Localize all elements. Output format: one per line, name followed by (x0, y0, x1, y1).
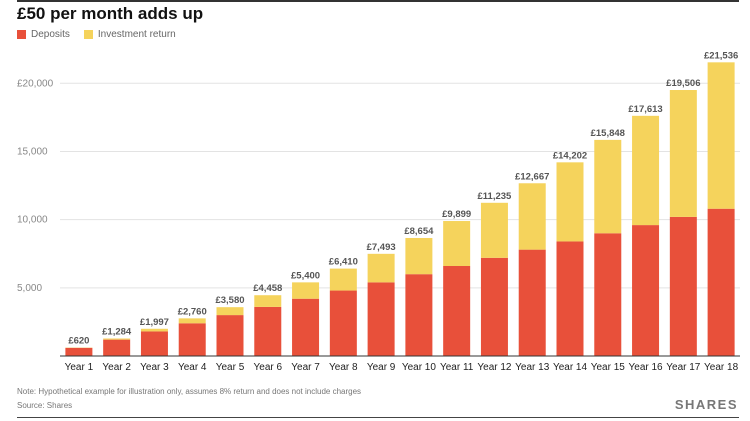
bar-investment-return (367, 253, 395, 283)
data-label: £6,410 (329, 257, 358, 268)
legend-swatch-deposits (17, 30, 26, 39)
bar-deposits (254, 306, 282, 356)
legend-swatch-investment-return (83, 30, 93, 39)
data-label: £17,613 (628, 104, 662, 115)
bar-deposits (632, 225, 660, 356)
x-tick-label: Year 12 (477, 362, 512, 373)
x-tick-label: Year 17 (666, 362, 701, 373)
x-tick-label: Year 18 (704, 362, 739, 373)
data-label: £1,997 (140, 317, 169, 328)
bar-investment-return (329, 268, 357, 291)
data-label: £7,493 (367, 242, 396, 253)
x-tick-label: Year 9 (367, 362, 396, 373)
x-tick-label: Year 1 (65, 362, 94, 373)
bar-deposits (594, 233, 622, 356)
bar-investment-return (594, 139, 622, 234)
legend-item-investment-return: Investment return (83, 29, 176, 40)
x-tick-label: Year 2 (102, 362, 131, 373)
x-tick-label: Year 16 (629, 362, 664, 373)
bar-deposits (480, 257, 508, 356)
chart-title: £50 per month adds up (17, 4, 204, 23)
data-label: £12,667 (515, 171, 549, 182)
data-label: £5,400 (291, 270, 320, 281)
y-tick-label: £20,000 (17, 78, 54, 89)
x-tick-label: Year 3 (140, 362, 169, 373)
bar-deposits (103, 339, 131, 356)
bar-investment-return (216, 307, 244, 316)
bar-deposits (518, 249, 546, 356)
footnote: Note: Hypothetical example for illustrat… (17, 387, 362, 396)
brand-logo: SHARES (674, 397, 738, 412)
data-label: £3,580 (215, 295, 244, 306)
data-label: £8,654 (404, 226, 434, 237)
legend-label-investment-return: Investment return (97, 29, 176, 40)
x-tick-label: Year 4 (178, 362, 207, 373)
bar-deposits (329, 290, 357, 356)
x-tick-label: Year 15 (591, 362, 626, 373)
data-label: £15,848 (591, 128, 625, 139)
x-tick-label: Year 11 (440, 362, 474, 373)
bar-investment-return (443, 221, 471, 266)
bar-deposits (216, 315, 244, 356)
source-line: Source: Shares (17, 401, 73, 410)
x-tick-label: Year 5 (216, 362, 245, 373)
data-label: £620 (68, 336, 89, 347)
bar-investment-return (632, 115, 660, 226)
y-tick-label: 5,000 (17, 283, 42, 294)
bar-investment-return (480, 202, 508, 258)
data-label: £4,458 (253, 283, 282, 294)
bar-deposits (405, 274, 433, 356)
legend: Deposits Investment return (17, 29, 190, 40)
bar-investment-return (178, 318, 206, 324)
bar-investment-return (669, 90, 697, 217)
x-tick-label: Year 8 (329, 362, 358, 373)
bar-deposits (292, 298, 320, 356)
bar-investment-return (707, 62, 735, 209)
data-label: £11,235 (478, 191, 513, 202)
x-tick-label: Year 13 (515, 362, 550, 373)
x-tick-label: Year 6 (254, 362, 283, 373)
bar-deposits (178, 323, 206, 356)
y-tick-label: 10,000 (17, 215, 48, 226)
data-label: £1,284 (102, 326, 132, 337)
bar-investment-return (254, 295, 282, 307)
bar-deposits (707, 208, 735, 356)
data-label: £14,202 (553, 150, 587, 161)
top-rule (17, 0, 739, 2)
data-label: £9,899 (442, 209, 471, 220)
bar-investment-return (405, 237, 433, 275)
bar-investment-return (103, 338, 131, 340)
bar-investment-return (292, 282, 320, 299)
bar-investment-return (556, 162, 584, 242)
legend-item-deposits: Deposits (17, 29, 70, 40)
data-label: £19,506 (666, 78, 700, 89)
data-label: £21,536 (704, 50, 738, 61)
y-tick-label: 15,000 (17, 146, 48, 157)
bar-deposits (367, 282, 395, 356)
legend-label-deposits: Deposits (31, 29, 70, 40)
bar-deposits (140, 331, 168, 356)
x-tick-label: Year 14 (553, 362, 588, 373)
x-tick-label: Year 7 (291, 362, 320, 373)
bar-deposits (65, 347, 93, 356)
data-label: £2,760 (178, 306, 207, 317)
x-tick-label: Year 10 (402, 362, 437, 373)
bar-investment-return (518, 183, 546, 250)
bottom-rule (17, 417, 739, 418)
bar-deposits (556, 241, 584, 356)
bar-deposits (443, 266, 471, 356)
bar-investment-return (140, 328, 168, 332)
bar-deposits (669, 216, 697, 356)
